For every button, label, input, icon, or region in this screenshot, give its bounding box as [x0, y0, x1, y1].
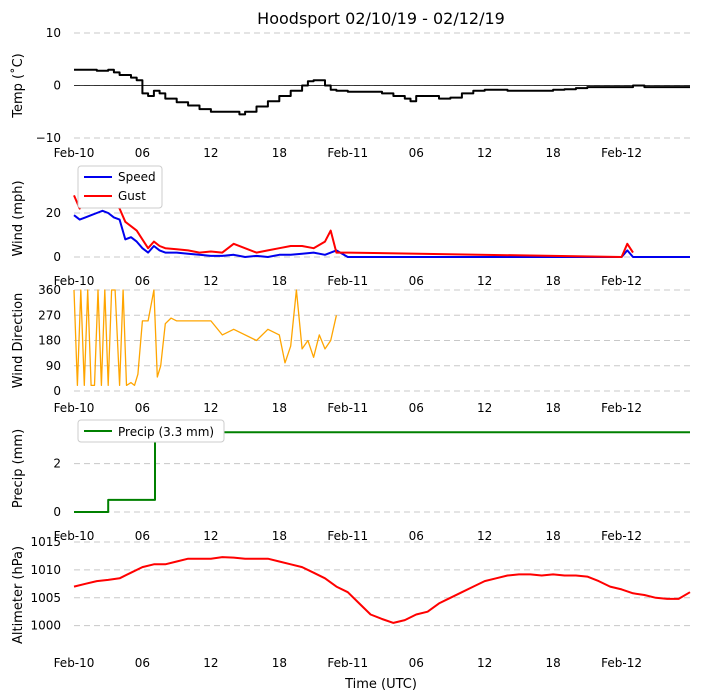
- precip-xtick-label: Feb-11: [327, 529, 368, 543]
- temp-xtick-label: 12: [477, 146, 492, 160]
- dir-xtick-label: 06: [409, 401, 424, 415]
- temp-xtick-label: Feb-11: [327, 146, 368, 160]
- chart-title: Hoodsport 02/10/19 - 02/12/19: [257, 9, 505, 28]
- panel-precip: 2 0 Precip (mm) Feb-10 06 12 18 Feb-11 06 12 18 Feb…: [11, 429, 690, 543]
- legend-precip-label: Precip (3.3 mm): [118, 425, 214, 439]
- alt-xtick-label: 06: [135, 656, 150, 670]
- precip-xtick-label: 06: [135, 529, 150, 543]
- temp-ytick-label: 0: [53, 79, 61, 93]
- precip-legend: Precip (3.3 mm): [77, 419, 225, 443]
- alt-ytick-label: 1015: [30, 535, 61, 549]
- temp-xtick-label: 06: [409, 146, 424, 160]
- alt-xtick-label: Feb-11: [327, 656, 368, 670]
- alt-ytick-label: 1010: [30, 563, 61, 577]
- precip-xtick-label: 06: [409, 529, 424, 543]
- precip-xtick-label: Feb-12: [601, 529, 642, 543]
- dir-xtick-label: Feb-12: [601, 401, 642, 415]
- temp-xtick-label: 12: [203, 146, 218, 160]
- dir-xtick-label: Feb-11: [327, 401, 368, 415]
- wind-ytick-label: 0: [53, 250, 61, 264]
- dir-xtick-label: 06: [135, 401, 150, 415]
- temp-xtick-label: Feb-10: [54, 146, 95, 160]
- temp-xtick-label: 18: [272, 146, 287, 160]
- temp-xtick-label: 18: [545, 146, 560, 160]
- wind-xtick-label: Feb-11: [327, 274, 368, 288]
- precip-ytick-label: 2: [53, 457, 61, 471]
- precip-xtick-label: 12: [477, 529, 492, 543]
- alt-ytick-label: 1000: [30, 619, 61, 633]
- panel-alt: 1015 1010 1005 1000 Altimeter (hPa) Feb-10 06 1…: [11, 535, 691, 670]
- panel-wind: 20 0 Wind (mph) Feb-10 06 12 18 Feb-11 06 12 18 Feb…: [11, 180, 690, 288]
- wind-legend: Speed Gust: [77, 165, 163, 209]
- dir-ylabel: Wind Direction: [11, 293, 26, 389]
- alt-xtick-label: Feb-10: [54, 656, 95, 670]
- legend-speed-label: Speed: [118, 170, 156, 184]
- temp-ytick-label: −10: [36, 131, 61, 145]
- wind-xtick-label: Feb-12: [601, 274, 642, 288]
- panel-temp: 10 0 −10 Temp (˚C) Feb-10 06 12 18 Feb-11 06 12 18 F…: [10, 26, 690, 160]
- dir-ytick-label: 180: [38, 334, 61, 348]
- alt-xtick-label: 18: [272, 656, 287, 670]
- alt-series-altimeter: [73, 556, 691, 624]
- legend-gust-label: Gust: [118, 189, 146, 203]
- alt-xtick-label: 06: [409, 656, 424, 670]
- precip-xtick-label: Feb-10: [54, 529, 95, 543]
- dir-xtick-label: Feb-10: [54, 401, 95, 415]
- precip-xtick-label: 18: [545, 529, 560, 543]
- alt-ytick-label: 1005: [30, 591, 61, 605]
- precip-ytick-label: 0: [53, 505, 61, 519]
- temp-ylabel: Temp (˚C): [10, 53, 26, 119]
- wind-xtick-label: 12: [203, 274, 218, 288]
- temp-ytick-label: 10: [46, 26, 61, 40]
- precip-xtick-label: 12: [203, 529, 218, 543]
- dir-ytick-label: 0: [53, 384, 61, 398]
- temp-series-temp: [74, 68, 690, 116]
- precip-xtick-label: 18: [272, 529, 287, 543]
- precip-ylabel: Precip (mm): [11, 429, 26, 508]
- dir-xtick-label: 12: [203, 401, 218, 415]
- dir-ytick-label: 270: [38, 308, 61, 322]
- wind-xtick-label: 06: [135, 274, 150, 288]
- panel-dir: 360 270 180 90 0 Wind Direction Feb-10 06 12 18 Fe…: [11, 283, 690, 415]
- wind-ylabel: Wind (mph): [11, 180, 26, 256]
- alt-xtick-label: 12: [477, 656, 492, 670]
- wind-ytick-label: 20: [46, 206, 61, 220]
- alt-ylabel: Altimeter (hPa): [11, 546, 26, 644]
- dir-ytick-label: 360: [38, 283, 61, 297]
- temp-xtick-label: Feb-12: [601, 146, 642, 160]
- wind-series-speed: [73, 209, 690, 258]
- dir-series-direction: [73, 289, 338, 387]
- wind-xtick-label: Feb-10: [54, 274, 95, 288]
- wind-xtick-label: 12: [477, 274, 492, 288]
- wind-xtick-label: 06: [409, 274, 424, 288]
- x-axis-label: Time (UTC): [344, 677, 417, 692]
- wind-xtick-label: 18: [545, 274, 560, 288]
- precip-series-precip-3-3-mm-: [74, 431, 690, 513]
- wind-xtick-label: 18: [272, 274, 287, 288]
- alt-xtick-label: 18: [545, 656, 560, 670]
- dir-ytick-label: 90: [46, 359, 61, 373]
- alt-xtick-label: 12: [203, 656, 218, 670]
- dir-xtick-label: 18: [545, 401, 560, 415]
- dir-xtick-label: 12: [477, 401, 492, 415]
- dir-xtick-label: 18: [272, 401, 287, 415]
- temp-xtick-label: 06: [135, 146, 150, 160]
- alt-xtick-label: Feb-12: [601, 656, 642, 670]
